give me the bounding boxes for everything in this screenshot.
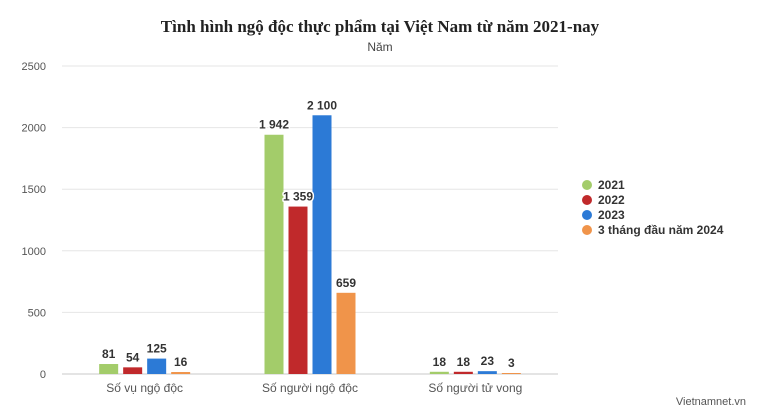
bar bbox=[123, 367, 143, 374]
data-label: 1 942 bbox=[259, 118, 289, 132]
data-label: 23 bbox=[481, 354, 495, 368]
chart-subtitle: Năm bbox=[367, 40, 392, 54]
bar bbox=[501, 373, 521, 374]
data-label: 18 bbox=[457, 355, 471, 369]
legend-item-label[interactable]: 3 tháng đầu năm 2024 bbox=[598, 223, 724, 237]
bar bbox=[288, 206, 308, 374]
legend-item-label[interactable]: 2022 bbox=[598, 193, 625, 207]
data-labels: 81 54 125 16 1 942 1 359 2 100 659 18 18 23 3 bbox=[100, 97, 516, 372]
bar bbox=[336, 292, 356, 374]
bar bbox=[264, 134, 284, 374]
bar bbox=[453, 371, 473, 374]
y-tick-label: 2500 bbox=[22, 61, 46, 73]
y-tick-label: 1500 bbox=[22, 184, 46, 196]
bar bbox=[477, 371, 497, 374]
data-label: 2 100 bbox=[307, 98, 337, 112]
x-axis: Số vụ ngộ độc Số người ngộ độc Số người tử… bbox=[106, 381, 522, 395]
source-label: Vietnamnet.vn bbox=[676, 396, 746, 408]
y-tick-label: 500 bbox=[28, 307, 46, 319]
x-tick-label: Số vụ ngộ độc bbox=[106, 381, 183, 395]
data-label: 659 bbox=[336, 276, 356, 290]
y-tick-label: 1000 bbox=[22, 246, 46, 258]
legend-marker bbox=[582, 180, 592, 190]
bar bbox=[429, 371, 449, 374]
data-label: 1 359 bbox=[283, 190, 313, 204]
legend-item-label[interactable]: 2023 bbox=[598, 208, 625, 222]
x-tick-label: Số người ngộ độc bbox=[262, 381, 358, 395]
data-label: 16 bbox=[174, 355, 188, 369]
bar bbox=[171, 372, 191, 374]
legend-marker bbox=[582, 225, 592, 235]
gridlines bbox=[62, 65, 558, 375]
data-label: 18 bbox=[433, 355, 447, 369]
data-label: 3 bbox=[508, 356, 515, 370]
legend-item-label[interactable]: 2021 bbox=[598, 178, 625, 192]
y-axis: 0 500 1000 1500 2000 2500 bbox=[22, 61, 46, 381]
bars bbox=[99, 115, 521, 374]
legend-marker bbox=[582, 195, 592, 205]
legend-marker bbox=[582, 210, 592, 220]
y-tick-label: 2000 bbox=[22, 123, 46, 135]
bar bbox=[147, 358, 167, 374]
chart-title: Tình hình ngộ độc thực phẩm tại Việt Nam… bbox=[161, 17, 600, 36]
data-label: 54 bbox=[126, 350, 140, 364]
bar bbox=[312, 115, 332, 374]
data-label: 125 bbox=[147, 342, 167, 356]
x-tick-label: Số người tử vong bbox=[428, 381, 522, 395]
bar bbox=[99, 364, 119, 374]
y-tick-label: 0 bbox=[40, 369, 46, 381]
data-label: 81 bbox=[102, 347, 116, 361]
